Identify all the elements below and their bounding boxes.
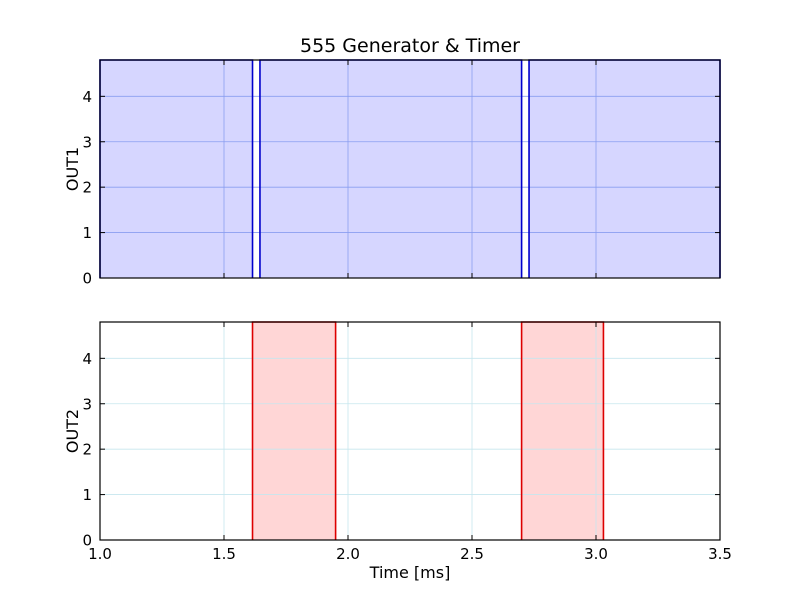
- chart-title: 555 Generator & Timer: [300, 35, 520, 57]
- out2-x-ticks: 1.0 1.5 2.0 2.5 3.0 3.5: [88, 322, 732, 563]
- out1-high-segment-0: [100, 60, 253, 278]
- out1-y-tick-label: 0: [82, 270, 92, 288]
- out1-y-ticks: 0 1 2 3 4: [82, 88, 720, 288]
- out1-y-tick-label: 3: [82, 133, 92, 151]
- x-axis-label: Time [ms]: [369, 563, 451, 582]
- out1-y-tick-label: 2: [82, 179, 92, 197]
- out1-high-segment-1: [259, 60, 522, 278]
- out1-y-tick-label: 4: [82, 88, 92, 106]
- x-tick-label: 2.0: [336, 545, 360, 563]
- out2-panel: 0 1 2 3 4 1.0 1.5 2.0 2.5 3.0 3.5 OUT2: [63, 321, 732, 563]
- out2-y-tick-label: 0: [82, 532, 92, 550]
- x-tick-label: 1.5: [212, 545, 236, 563]
- out1-y-tick-label: 1: [82, 224, 92, 242]
- out2-y-tick-label: 2: [82, 441, 92, 459]
- out2-plot-area: [100, 322, 720, 540]
- out1-y-axis-label: OUT1: [63, 147, 82, 191]
- out2-y-tick-label: 4: [82, 350, 92, 368]
- out2-y-tick-label: 1: [82, 486, 92, 504]
- out2-y-axis-label: OUT2: [63, 409, 82, 453]
- out2-plot-background: [100, 322, 720, 540]
- x-tick-label: 3.0: [584, 545, 608, 563]
- x-tick-label: 1.0: [88, 545, 112, 563]
- out1-grid: [100, 60, 720, 278]
- out2-plot-frame: [99, 321, 721, 541]
- out1-fill-layer: [100, 60, 720, 278]
- out2-grid: [100, 322, 720, 540]
- out2-high-segment-0: [252, 322, 336, 540]
- out2-high-segment-1: [521, 322, 604, 540]
- out2-y-tick-label: 3: [82, 395, 92, 413]
- out1-plot-frame: [99, 59, 721, 279]
- out1-high-segment-2: [529, 60, 720, 278]
- x-tick-label: 2.5: [460, 545, 484, 563]
- out1-panel: 0 1 2 3 4 OUT1: [63, 59, 721, 288]
- x-tick-label: 3.5: [708, 545, 732, 563]
